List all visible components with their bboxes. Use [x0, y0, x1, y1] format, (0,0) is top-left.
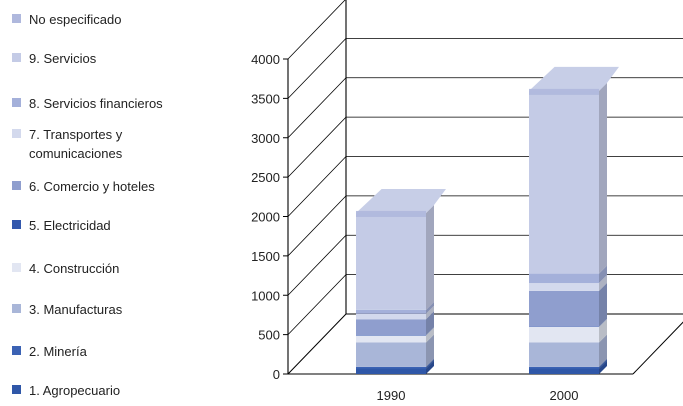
bar-segment-2000-s7 — [529, 283, 599, 291]
bar-segment-1990-s9 — [356, 212, 426, 310]
bar-side-1990-s2 — [426, 358, 434, 369]
y-tick-label-2500: 2500 — [251, 170, 280, 185]
legend-label: 1. Agropecuario — [29, 383, 121, 398]
y-tick-label-500: 500 — [258, 328, 280, 343]
bar-side-1990-s8 — [426, 301, 434, 314]
y-tick-label-4000: 4000 — [251, 52, 280, 67]
grid-diagonal-3500 — [287, 38, 347, 99]
legend-swatch — [12, 181, 21, 190]
legend-item: 7. Transportes y comunicaciones — [12, 125, 229, 163]
grid-diagonal-4000 — [287, 0, 346, 60]
legend-label: 9. Servicios — [29, 51, 97, 66]
legend-item: 4. Construcción — [12, 259, 229, 278]
bar-side-1990-s3 — [426, 334, 434, 367]
legend-label: 2. Minería — [29, 344, 87, 359]
legend-swatch — [12, 385, 21, 394]
bar-side-2000-s7 — [599, 275, 607, 291]
legend-item: 5. Electricidad — [12, 216, 229, 235]
bar-segment-1990-s2 — [356, 366, 426, 369]
bar-side-2000-s4 — [599, 318, 607, 343]
legend-item: 9. Servicios — [12, 49, 229, 68]
legend-label: 4. Construcción — [29, 261, 120, 276]
bar-segment-2000-s5 — [529, 326, 599, 327]
bar-segment-2000-s3 — [529, 342, 599, 367]
bar-segment-1990-s5 — [356, 335, 426, 336]
bar-cap-band-1990 — [356, 210, 426, 217]
bar-segment-1990-s4 — [356, 335, 426, 343]
bar-side-1990-s1 — [426, 360, 434, 374]
legend-item: 3. Manufacturas — [12, 300, 229, 319]
y-tick-label-3000: 3000 — [251, 131, 280, 146]
x-tick-label-1990: 1990 — [377, 388, 406, 403]
legend-item: 8. Servicios financieros — [12, 94, 229, 113]
bar-side-1990-s6 — [426, 311, 434, 336]
legend-swatch — [12, 98, 21, 107]
legend-swatch — [12, 220, 21, 229]
y-tick-label-3500: 3500 — [251, 91, 280, 106]
grid-diagonal-3000 — [287, 77, 347, 139]
bar-segment-2000-s6 — [529, 290, 599, 327]
y-tick-label-1500: 1500 — [251, 249, 280, 264]
bar-side-2000-s5 — [599, 318, 607, 327]
legend-swatch — [12, 263, 21, 272]
bar-cap-2000 — [529, 66, 619, 91]
bar-side-2000-s1 — [599, 360, 607, 374]
bar-segment-1990-s6 — [356, 319, 426, 336]
bar-segment-2000-s1 — [529, 368, 599, 374]
bar-segment-1990-s8 — [356, 309, 426, 314]
legend-label: 8. Servicios financieros — [29, 96, 163, 111]
grid-diagonal-1500 — [287, 195, 347, 257]
grid-diagonal-1000 — [287, 234, 347, 296]
legend-swatch — [12, 129, 21, 138]
legend-swatch — [12, 14, 21, 23]
legend-swatch — [12, 53, 21, 62]
bar-cap-band-2000 — [529, 88, 599, 95]
legend-item: No especificado — [12, 10, 229, 29]
bar-side-2000-s9 — [599, 82, 607, 274]
y-tick-label-1000: 1000 — [251, 288, 280, 303]
legend-label: 5. Electricidad — [29, 218, 111, 233]
chart-legend: No especificado 9. Servicios 8. Servicios … — [12, 0, 227, 406]
bar-side-2000-s6 — [599, 282, 607, 327]
bar-segment-2000-s4 — [529, 326, 599, 343]
legend-item: 1. Agropecuario — [12, 381, 229, 400]
bar-side-2000-s3 — [599, 334, 607, 367]
bar-segment-2000-s8 — [529, 273, 599, 284]
bar-segment-2000-s9 — [529, 90, 599, 274]
legend-label: 6. Comercio y hoteles — [29, 179, 155, 194]
legend-label: No especificado — [29, 12, 122, 27]
legend-item: 6. Comercio y hoteles — [12, 177, 229, 196]
y-tick-label-0: 0 — [273, 367, 280, 382]
legend-swatch — [12, 346, 21, 355]
y-tick-label-2000: 2000 — [251, 210, 280, 225]
legend-swatch — [12, 304, 21, 313]
bar-side-2000-s8 — [599, 265, 607, 284]
floor-right-edge — [632, 321, 683, 375]
grid-diagonal-2000 — [287, 156, 347, 217]
grid-diagonal-2500 — [287, 116, 347, 178]
legend-item: 2. Minería — [12, 342, 229, 361]
legend-label: 3. Manufacturas — [29, 302, 123, 317]
bar-side-1990-s9 — [426, 204, 434, 310]
bar-segment-1990-s7 — [356, 313, 426, 320]
bar-side-2000-s2 — [599, 358, 607, 369]
bar-cap-1990 — [356, 188, 446, 213]
bar-side-1990-s4 — [426, 327, 434, 343]
bar-segment-1990-s3 — [356, 342, 426, 367]
x-tick-label-2000: 2000 — [550, 388, 579, 403]
bar-side-1990-s5 — [426, 327, 434, 336]
legend-label: 7. Transportes y comunicaciones — [29, 127, 123, 161]
floor-left-edge — [287, 313, 347, 375]
bar-side-1990-s7 — [426, 305, 434, 320]
bar-segment-2000-s2 — [529, 366, 599, 369]
grid-diagonal-500 — [287, 274, 347, 335]
bar-segment-1990-s1 — [356, 368, 426, 374]
